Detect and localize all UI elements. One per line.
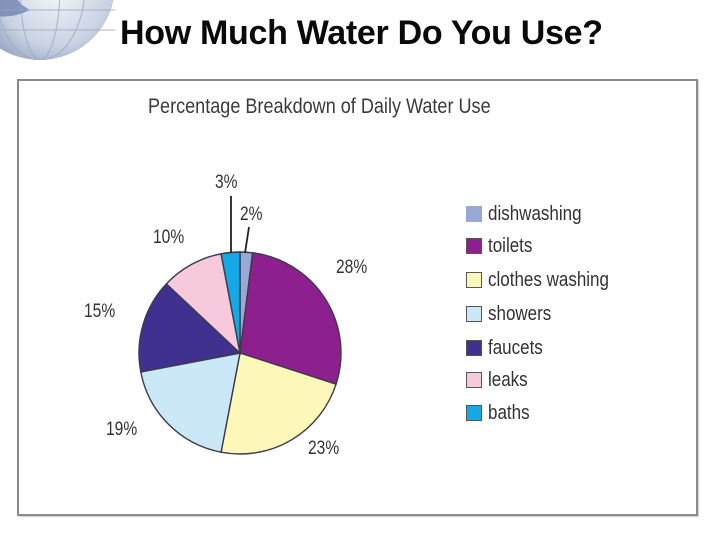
slide-title: How Much Water Do You Use? (120, 14, 603, 52)
data-label-faucets: 15% (84, 301, 116, 322)
legend-item-leaks: leaks (466, 369, 535, 391)
legend-swatch (466, 238, 482, 254)
legend-item-dishwashing: dishwashing (466, 203, 598, 225)
chart-frame (17, 79, 698, 516)
legend-item-toilets: toilets (466, 235, 540, 257)
legend-swatch (466, 405, 482, 421)
data-label-toilets: 28% (336, 257, 368, 278)
legend-swatch (466, 340, 482, 356)
legend-swatch (466, 206, 482, 222)
legend-swatch (466, 272, 482, 288)
pie-slice-toilets (239, 252, 342, 386)
globe-icon (0, 0, 115, 60)
pie-slice-faucets (138, 282, 242, 373)
pie-slice-clothes-washing (220, 352, 337, 455)
data-label-baths: 3% (215, 172, 238, 193)
data-label-dishwashing: 2% (240, 204, 263, 225)
data-label-leaks: 10% (153, 227, 185, 248)
chart-title: Percentage Breakdown of Daily Water Use (148, 95, 491, 118)
legend-item-baths: baths (466, 402, 537, 424)
legend-item-showers: showers (466, 303, 562, 325)
leader-line-dishwashing (244, 226, 250, 254)
legend-swatch (466, 306, 482, 322)
legend-swatch (466, 372, 482, 388)
data-label-clothes-washing: 23% (308, 438, 340, 459)
legend-item-clothes-washing: clothes washing (466, 269, 630, 291)
legend-item-faucets: faucets (466, 337, 552, 359)
data-label-showers: 19% (106, 419, 138, 440)
pie-slice-showers (139, 352, 241, 454)
